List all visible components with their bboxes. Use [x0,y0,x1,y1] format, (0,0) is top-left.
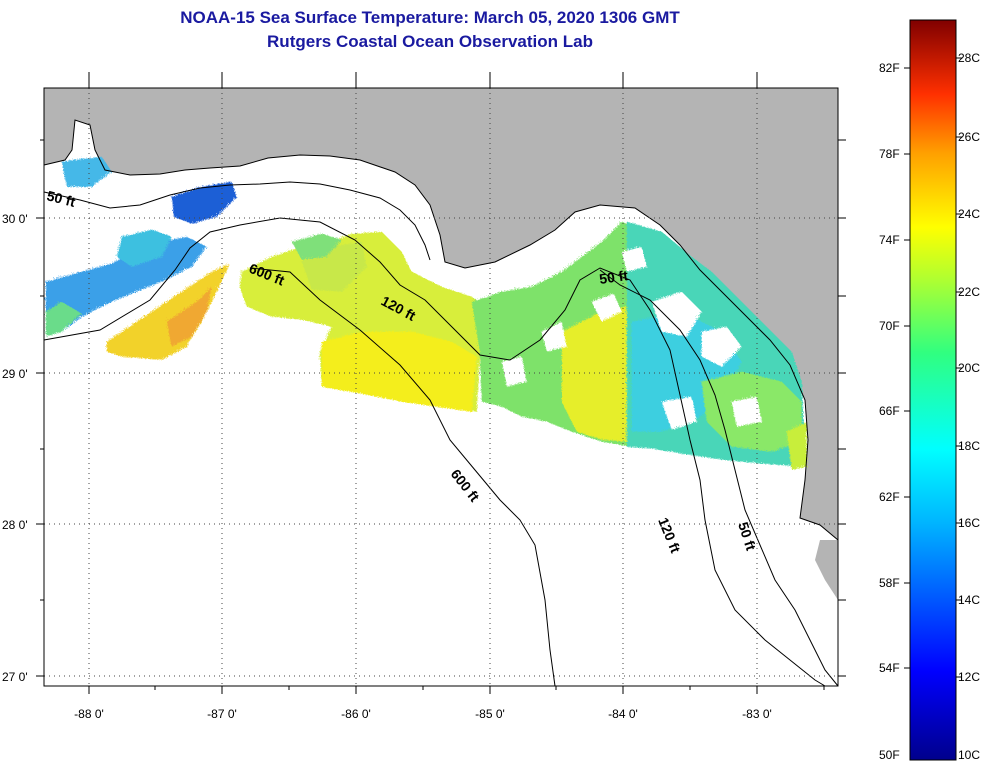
map-title: NOAA-15 Sea Surface Temperature: March 0… [180,8,680,27]
colorbar-c-label: 26C [958,130,981,144]
coastline [43,119,839,541]
colorbar-c-label: 12C [958,670,981,684]
colorbar-c-label: 28C [958,51,981,65]
colorbar-f-label: 82F [879,61,900,75]
colorbar-c-label: 14C [958,593,981,607]
lat-label: 30 0' [2,212,28,226]
bathymetry-contours [43,181,839,687]
land-mass [44,88,838,540]
lat-label: 28 0' [2,518,28,532]
contour-label: 50 ft [598,267,629,287]
colorbar-c-label: 22C [958,285,981,299]
colorbar-f-label: 58F [879,576,900,590]
colorbar-ticks [904,57,962,678]
lon-label: -86 0' [341,707,371,721]
colorbar-f-label: 66F [879,404,900,418]
colorbar-c-label: 20C [958,361,981,375]
colorbar-f-label: 54F [879,661,900,675]
land-patch-florida [815,540,838,600]
colorbar-c-label: 18C [958,439,981,453]
lat-label: 27 0' [2,670,28,684]
contour-50ft-east [599,269,839,687]
colorbar-f-label: 78F [879,147,900,161]
contour-50ft-west [43,181,431,261]
colorbar-c-label: 16C [958,516,981,530]
lon-label: -85 0' [475,707,505,721]
lon-label: -84 0' [608,707,638,721]
contour-label: 50 ft [45,187,77,210]
lon-label: -88 0' [74,707,104,721]
colorbar-c-label: 10C [958,748,981,762]
colorbar-f-label: 70F [879,319,900,333]
lon-label: -83 0' [742,707,772,721]
cloud-mask [500,245,760,428]
contour-600ft [249,267,556,687]
tick-marks [36,72,846,694]
map-subtitle: Rutgers Coastal Ocean Observation Lab [267,32,593,51]
colorbar-f-label: 62F [879,490,900,504]
colorbar-f-label: 74F [879,233,900,247]
lon-label: -87 0' [207,707,237,721]
lat-label: 29 0' [2,367,28,381]
colorbar-f-label: 50F [879,748,900,762]
colorbar [909,19,957,761]
colorbar-c-label: 24C [958,207,981,221]
contour-120ft [43,217,826,687]
